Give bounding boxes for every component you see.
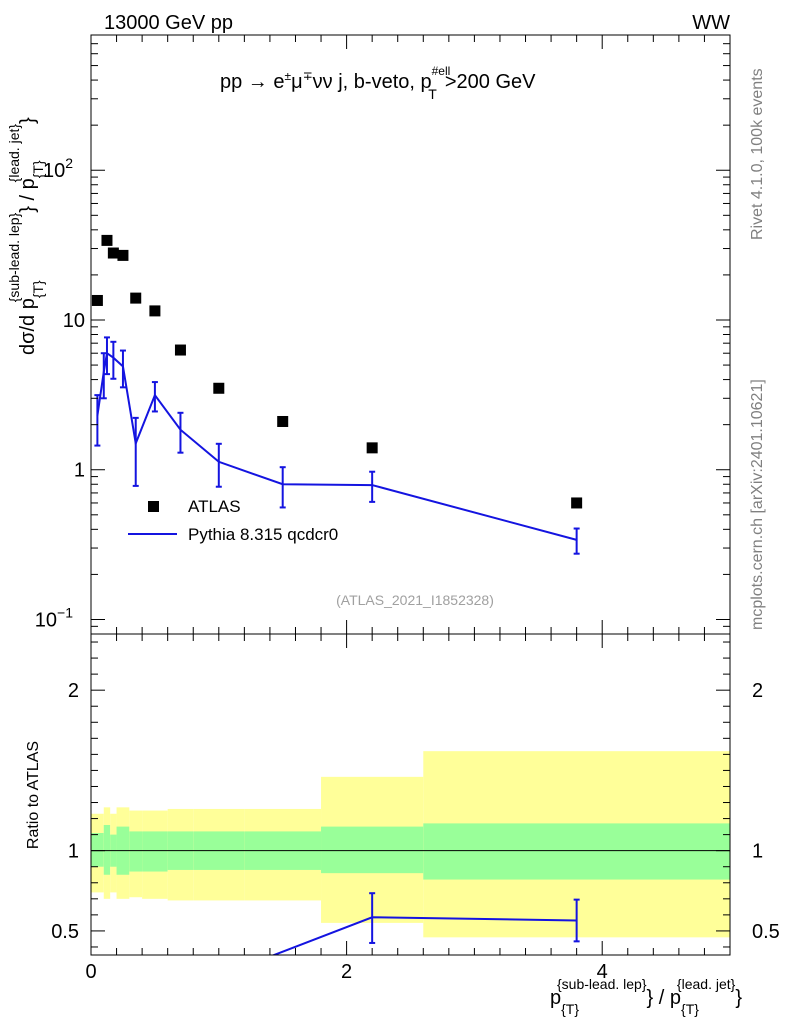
ratio-y-tick-label-left: 0.5 [51, 921, 79, 943]
ratio-y-tick-label-left: 1 [68, 841, 79, 863]
inner-band [129, 831, 143, 872]
x-axis-label: p{T}{sub-lead. lep}} / p{T}{lead. jet}} [550, 976, 742, 1017]
y-tick-label: 10 [63, 310, 85, 332]
ratio-y-tick-label-right: 2 [752, 680, 763, 702]
mcplots-label: mcplots.cern.ch [arXiv:2401.10621] [749, 379, 766, 630]
data-point [117, 249, 129, 261]
y-tick-label: 1 [74, 460, 85, 482]
plot-title: pp → e±μ∓νν j, b-veto, p#ell T>200 GeV [220, 64, 536, 102]
data-series [91, 234, 583, 509]
x-tick-label: 0 [85, 961, 96, 983]
data-point [149, 305, 161, 317]
header-right: WW [692, 12, 730, 34]
header-left: 13000 GeV pp [104, 12, 233, 34]
data-point [277, 415, 289, 427]
ratio-y-tick-label-left: 2 [68, 680, 79, 702]
data-point [91, 294, 103, 306]
bottom-ylabel: Ratio to ATLAS [25, 741, 42, 849]
inner-band [142, 831, 168, 872]
y-tick-label: 10−1 [35, 604, 73, 631]
data-point [130, 292, 142, 304]
data-point [101, 234, 113, 246]
data-point [107, 247, 119, 259]
ratio-y-tick-label-right: 0.5 [752, 921, 780, 943]
inner-band [321, 826, 424, 874]
ratio-y-tick-label-right: 1 [752, 841, 763, 863]
data-point [366, 442, 378, 454]
data-point [174, 344, 186, 356]
legend-mc-label: Pythia 8.315 qcdcr0 [188, 525, 338, 544]
y-tick-label: 102 [43, 155, 73, 182]
inner-band [103, 824, 111, 875]
mc-line [96, 351, 577, 541]
data-point [571, 497, 583, 509]
ratio-series [271, 892, 580, 955]
analysis-watermark: (ATLAS_2021_I1852328) [336, 592, 494, 608]
top-frame [90, 34, 731, 635]
legend-data-marker [148, 501, 159, 512]
inner-band [423, 823, 730, 880]
bottom-frame [90, 633, 731, 956]
x-tick-label: 2 [341, 961, 352, 983]
inner-band [91, 833, 104, 867]
legend-data-label: ATLAS [188, 497, 241, 516]
legend: ATLAS Pythia 8.315 qcdcr0 [128, 497, 338, 544]
mc-series [94, 336, 580, 555]
data-point [213, 382, 225, 394]
x-tick-label: 4 [597, 961, 608, 983]
uncertainty-bands [91, 751, 730, 938]
rivet-label: Rivet 4.1.0, 100k events [749, 68, 766, 240]
top-ylabel: dσ/d p{T}{sub-lead. lep}} / p{T}{lead. j… [6, 117, 46, 355]
